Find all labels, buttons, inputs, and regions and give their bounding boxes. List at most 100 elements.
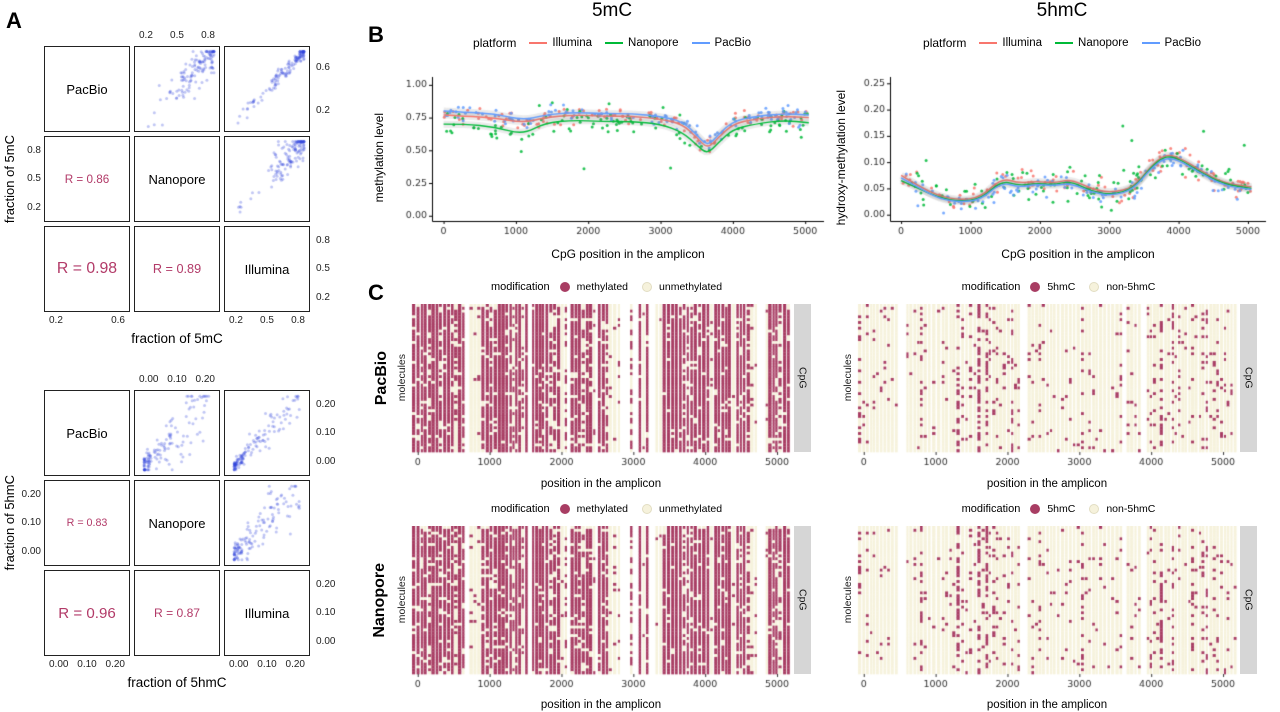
pacbio-line-key-icon	[691, 41, 710, 45]
pairs-cell-nanopore: Nanopore	[134, 136, 220, 222]
pairs-5hmc-bottom-ticks-right: 0.00 0.10 0.20	[224, 659, 310, 670]
legend-key-label: PacBio	[1164, 37, 1201, 49]
axis-tick-label: 0.2	[316, 292, 330, 304]
platform-legend-5hmc: platform Illumina Nanopore PacBio	[850, 36, 1274, 50]
pairs-5hmc-matrix: PacBio R = 0.83 Nanopore R = 0.96 R = 0.…	[44, 390, 310, 656]
nanopore-line-key-icon	[605, 41, 624, 45]
axis-tick-label: 0.20	[316, 578, 336, 590]
variable-label-pacbio: PacBio	[66, 81, 108, 97]
r-value-label: R = 0.86	[64, 172, 110, 186]
row-label-pacbio: PacBio	[372, 304, 392, 452]
legend-title: modification	[961, 503, 1021, 515]
axis-tick-label: 0.00	[49, 659, 69, 670]
row-label-nanopore: Nanopore	[370, 526, 390, 674]
legend-key-label: unmethylated	[659, 281, 723, 293]
cpg-facet-strip: CpG	[1240, 304, 1257, 452]
molecules-axis-title-text: molecules	[842, 576, 854, 624]
axis-tick-label: 0.10	[316, 427, 336, 439]
hydroxy-methylation-level-axis-title-text: hydroxy-methylation level	[834, 89, 848, 226]
legend-key-label: 5hmC	[1047, 503, 1076, 515]
modification-legend-5mc-nanopore: modification methylated unmethylated	[400, 503, 820, 515]
unmethylated-key-icon	[642, 504, 653, 514]
pairs-cell-illumina: Illumina	[224, 226, 310, 312]
legend-title: modification	[961, 281, 1021, 293]
axis-tick-label: 0.6	[111, 315, 125, 326]
pairs-scatter-pacbio-vs-nanopore	[134, 46, 220, 132]
cpg-position-axis-title-5mc: CpG position in the amplicon	[551, 247, 705, 261]
axis-tick-label: 0.20	[21, 488, 41, 500]
non-5hmc-key-icon	[1089, 282, 1100, 292]
axis-tick-label: 0.00	[139, 374, 159, 385]
r-value-label: R = 0.89	[152, 262, 202, 276]
axis-tick-label: 0.00	[316, 636, 336, 648]
legend-title: platform	[923, 36, 967, 50]
axis-tick-label: 0.10	[167, 374, 187, 385]
axis-tick-label: 0.2	[139, 30, 153, 41]
variable-label-pacbio: PacBio	[66, 425, 108, 441]
molecules-axis-title: molecules	[395, 304, 409, 452]
pairs-5hmc-right-ticks-top: 0.20 0.10 0.00	[313, 390, 343, 476]
pairs-5hmc-x-axis-title: fraction of 5hmC	[127, 675, 227, 690]
legend-key-label: Illumina	[1002, 37, 1043, 49]
methylation-level-axis-title: methylation level	[370, 70, 388, 245]
pairs-5mc-right-ticks-bottom: 0.8 0.5 0.2	[313, 226, 343, 312]
panel-c-label: C	[368, 280, 384, 305]
axis-tick-label: 0.2	[229, 315, 243, 326]
pairs-cell-pacbio: PacBio	[44, 390, 130, 476]
legend-key-label: PacBio	[714, 37, 751, 49]
axis-tick-label: 0.00	[21, 546, 41, 558]
cpg-facet-strip: CpG	[794, 304, 811, 452]
variable-label-illumina: Illumina	[244, 605, 290, 621]
axis-tick-label: 0.5	[27, 173, 41, 185]
axis-tick-label: 0.2	[27, 202, 41, 214]
r-value-label: R = 0.96	[58, 604, 116, 622]
r-value-label: R = 0.87	[153, 606, 201, 620]
nanopore-line-key-icon	[1055, 41, 1074, 45]
cpg-facet-strip: CpG	[794, 526, 811, 674]
variable-label-nanopore: Nanopore	[148, 515, 206, 531]
axis-tick-label: 0.10	[257, 659, 277, 670]
legend-key-pacbio: PacBio	[691, 37, 751, 49]
cpg-facet-strip-text: CpG	[796, 367, 809, 389]
cpg-facet-strip-text: CpG	[796, 589, 809, 611]
axis-tick-label: 0.8	[201, 30, 215, 41]
legend-key-label: non-5hmC	[1106, 503, 1156, 515]
r-value-label: R = 0.83	[66, 517, 108, 529]
molecules-axis-title-text: molecules	[396, 576, 408, 624]
unmethylated-key-icon	[642, 282, 653, 292]
pairs-5mc-bottom-ticks-left: 0.2 0.6	[44, 315, 130, 326]
axis-tick-label: 0.20	[285, 659, 305, 670]
legend-key-label: methylated	[576, 503, 629, 515]
modification-legend-5mc-pacbio: modification methylated unmethylated	[400, 281, 820, 293]
axis-tick-label: 0.10	[77, 659, 97, 670]
axis-tick-label: 0.00	[229, 659, 249, 670]
molecules-axis-title: molecules	[841, 304, 855, 452]
cpg-facet-strip-text: CpG	[1242, 589, 1255, 611]
illumina-line-key-icon	[529, 41, 548, 45]
column-title-5hmc: 5hmC	[1036, 0, 1088, 21]
axis-tick-label: 0.00	[316, 456, 336, 468]
pairs-cell-r-nanopore-pacbio: R = 0.83	[44, 480, 130, 566]
position-axis-title: position in the amplicon	[986, 478, 1108, 490]
5hmc-key-icon	[1030, 504, 1041, 514]
legend-key-label: Nanopore	[628, 37, 679, 49]
pairs-cell-r-illumina-pacbio: R = 0.98	[44, 226, 130, 312]
heatmap-5mc-pacbio	[410, 304, 792, 476]
cpg-facet-strip-text: CpG	[1242, 367, 1255, 389]
axis-tick-label: 0.5	[170, 30, 184, 41]
pairs-cell-r-illumina-nanopore: R = 0.87	[134, 570, 220, 656]
legend-title: platform	[473, 36, 517, 50]
molecules-axis-title: molecules	[841, 526, 855, 674]
pairs-cell-pacbio: PacBio	[44, 46, 130, 132]
non-5hmc-key-icon	[1089, 504, 1100, 514]
axis-tick-label: 0.2	[49, 315, 63, 326]
variable-label-illumina: Illumina	[244, 261, 290, 277]
pairs-scatter-nanopore-vs-illumina	[224, 136, 310, 222]
heatmap-5hmc-nanopore	[856, 526, 1238, 698]
position-axis-title: position in the amplicon	[986, 699, 1108, 711]
axis-tick-label: 0.10	[21, 517, 41, 529]
axis-tick-label: 0.20	[195, 374, 215, 385]
pairs-5mc-left-ticks: 0.8 0.5 0.2	[14, 136, 44, 222]
pairs-5hmc-left-ticks: 0.20 0.10 0.00	[10, 480, 44, 566]
